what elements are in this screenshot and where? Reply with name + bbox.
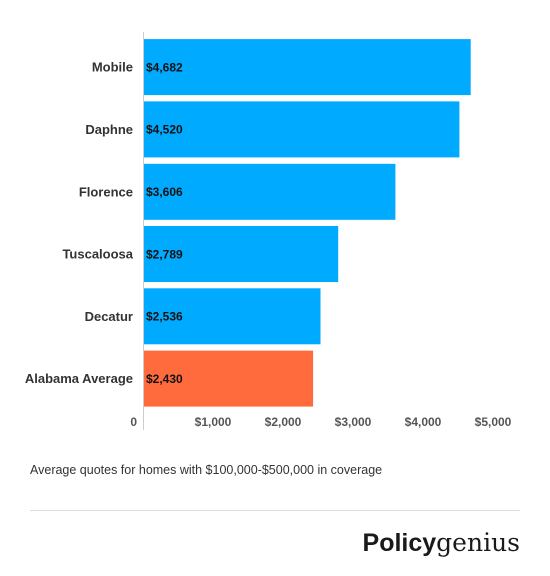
bar-decatur [144,288,321,345]
footer-divider [30,510,520,511]
x-tick-label: $2,000 [265,415,302,429]
x-tick-label: $1,000 [195,415,232,429]
x-tick-label: $3,000 [335,415,372,429]
brand-logo: Policygenius [363,528,520,558]
x-axis-ticks: 0 $1,000 $2,000 $3,000 $4,000 $5,000 [130,415,511,429]
brand-logo-part2: genius [436,528,520,557]
bar-florence [144,163,396,220]
category-label-alabama-average: Alabama Average [25,371,133,386]
category-label-florence: Florence [79,184,133,199]
data-label-daphne: $4,520 [146,123,183,137]
bar-daphne [144,101,460,158]
data-label-decatur: $2,536 [146,310,183,324]
chart-caption: Average quotes for homes with $100,000-$… [30,463,383,477]
data-label-tuscaloosa: $2,789 [146,247,183,261]
x-tick-label: 0 [130,415,137,429]
bar-chart: Mobile Daphne Florence Tuscaloosa Decatur Ala… [25,32,512,430]
x-tick-label: $5,000 [475,415,512,429]
bar-mobile [144,39,471,96]
category-label-daphne: Daphne [85,122,133,137]
brand-logo-part1: Policy [362,529,437,557]
data-label-mobile: $4,682 [146,60,183,74]
bar-alabama-average [144,350,314,407]
bar-tuscaloosa [144,226,339,282]
bars-group [144,39,471,407]
category-label-mobile: Mobile [92,60,133,75]
category-labels: Mobile Daphne Florence Tuscaloosa Decatur Ala… [25,60,134,386]
category-label-decatur: Decatur [85,309,133,324]
x-tick-label: $4,000 [405,415,442,429]
data-label-florence: $3,606 [146,185,183,199]
data-label-alabama-average: $2,430 [146,372,183,386]
data-labels: $4,682 $4,520 $3,606 $2,789 $2,536 $2,430 [146,60,183,385]
category-label-tuscaloosa: Tuscaloosa [62,247,133,262]
